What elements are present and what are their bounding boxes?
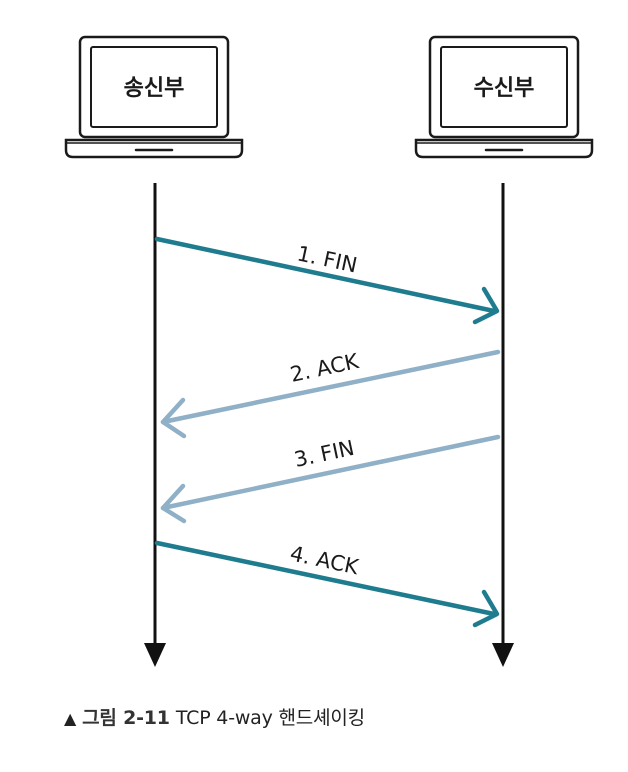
message-3-label: 3. FIN — [292, 436, 356, 472]
message-1-arrow: 1. FIN — [154, 236, 500, 325]
sender-lifeline — [144, 183, 166, 667]
sender-lifeline-arrowhead — [144, 643, 166, 667]
figure-number: 그림 2-11 — [82, 707, 170, 729]
message-4-arrow: 4. ACK — [154, 540, 500, 628]
sender-label: 송신부 — [124, 76, 185, 101]
triangle-marker-icon: ▲ — [64, 709, 77, 728]
figure-caption: ▲ 그림 2-11 TCP 4-way 핸드셰이킹 — [64, 703, 365, 730]
receiver-laptop-icon: 수신부 — [414, 35, 594, 159]
sender-laptop-icon: 송신부 — [64, 35, 244, 159]
message-3-arrow: 3. FIN — [160, 434, 501, 524]
figure-title: TCP 4-way 핸드셰이킹 — [175, 707, 365, 729]
message-2-arrow: 2. ACK — [160, 349, 501, 439]
receiver-label: 수신부 — [474, 76, 535, 101]
receiver-lifeline — [492, 183, 514, 667]
four-way-handshake-diagram: 송신부 수신부 1. FIN 2. ACK 3. FIN — [64, 35, 594, 667]
receiver-lifeline-arrowhead — [492, 643, 514, 667]
